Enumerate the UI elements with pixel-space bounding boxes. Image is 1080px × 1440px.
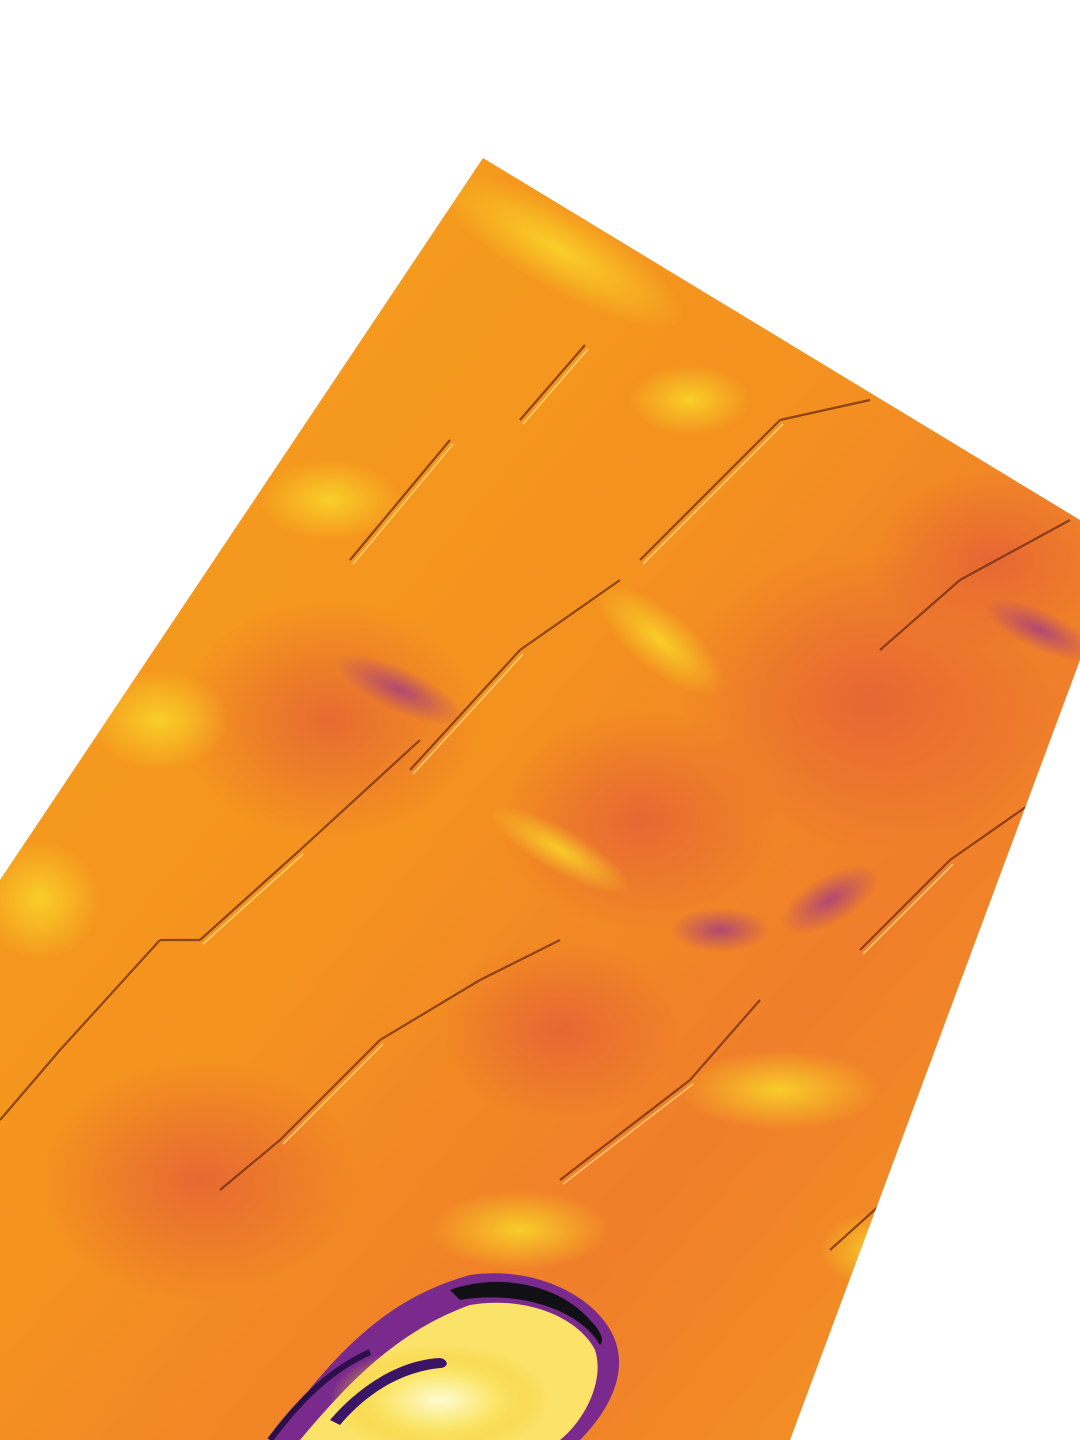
roof-surface — [0, 158, 1080, 1440]
vent-pipe — [267, 1273, 620, 1440]
